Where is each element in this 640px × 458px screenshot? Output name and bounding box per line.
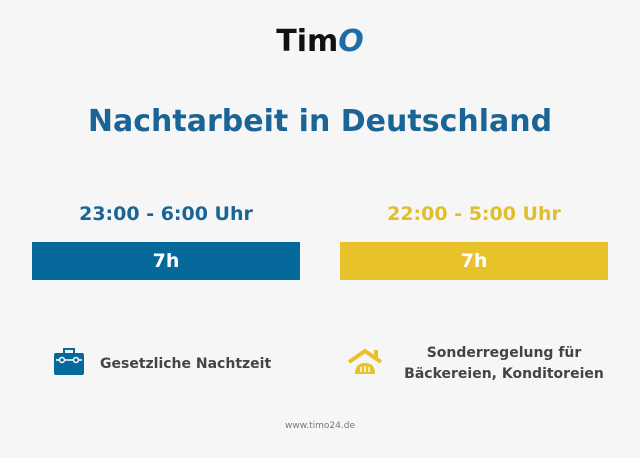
left-label: Gesetzliche Nachtzeit (100, 356, 272, 372)
right-label-line2: Bäckereien, Konditoreien (404, 366, 604, 382)
logo-accent: O (338, 24, 364, 59)
logo: TimO (0, 24, 640, 59)
bakery-house-icon (347, 348, 383, 374)
logo-text: Tim (276, 24, 339, 59)
toolbox-icon (54, 348, 84, 375)
right-duration-bar: 7h (340, 242, 608, 280)
footer-url: www.timo24.de (285, 421, 355, 431)
page-title: Nachtarbeit in Deutschland (87, 104, 553, 139)
right-time-range: 22:00 - 5:00 Uhr (387, 203, 561, 225)
right-label: Sonderregelung für Bäckereien, Konditore… (390, 343, 618, 385)
left-duration-bar: 7h (32, 242, 300, 280)
right-label-line1: Sonderregelung für (426, 345, 582, 361)
left-time-range: 23:00 - 6:00 Uhr (79, 203, 253, 225)
